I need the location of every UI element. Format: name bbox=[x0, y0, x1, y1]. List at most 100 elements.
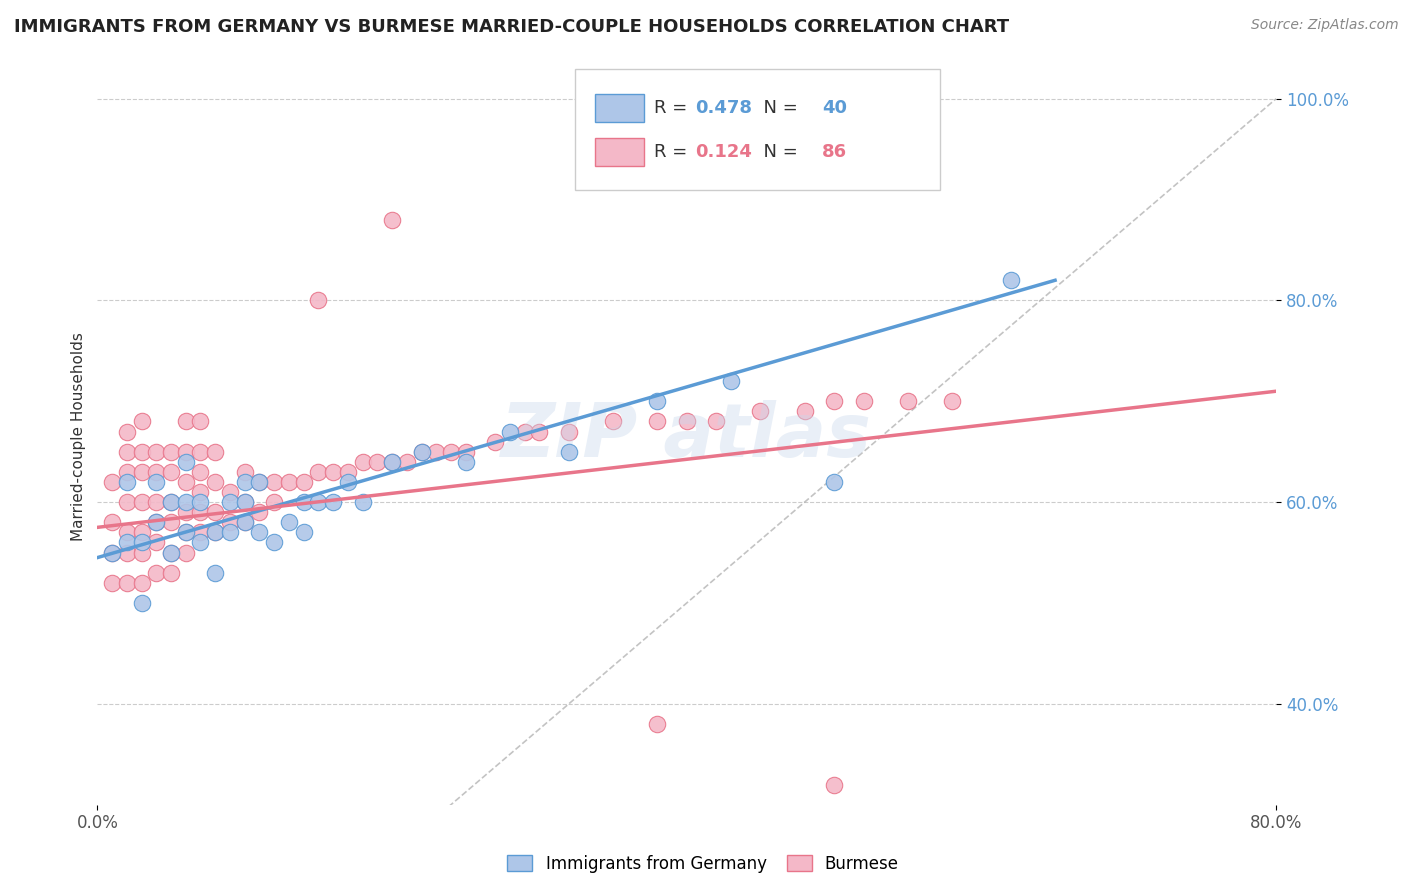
Point bbox=[131, 525, 153, 540]
Point bbox=[190, 495, 212, 509]
Point bbox=[115, 525, 138, 540]
Point bbox=[219, 495, 242, 509]
Point bbox=[381, 212, 404, 227]
Point bbox=[395, 455, 418, 469]
Point bbox=[749, 404, 772, 418]
Point bbox=[263, 475, 285, 489]
Point bbox=[366, 455, 388, 469]
Point bbox=[307, 293, 329, 308]
Point bbox=[174, 475, 197, 489]
Text: ZIP atlas: ZIP atlas bbox=[502, 401, 872, 473]
Point bbox=[174, 545, 197, 559]
Point bbox=[160, 566, 183, 580]
Point bbox=[115, 545, 138, 559]
Point bbox=[115, 495, 138, 509]
Point bbox=[219, 485, 242, 500]
Point bbox=[336, 475, 359, 489]
Point bbox=[190, 525, 212, 540]
Point bbox=[145, 495, 167, 509]
Point bbox=[204, 475, 226, 489]
Point bbox=[307, 465, 329, 479]
Point bbox=[145, 465, 167, 479]
Point bbox=[233, 495, 256, 509]
Point bbox=[145, 516, 167, 530]
Point bbox=[190, 444, 212, 458]
Point bbox=[823, 475, 845, 489]
Point bbox=[160, 495, 183, 509]
Point bbox=[174, 505, 197, 519]
Point bbox=[115, 575, 138, 590]
Point bbox=[499, 425, 522, 439]
Point bbox=[101, 575, 124, 590]
Point bbox=[131, 444, 153, 458]
Text: 0.478: 0.478 bbox=[695, 98, 752, 117]
Point bbox=[131, 415, 153, 429]
Point bbox=[145, 444, 167, 458]
Point bbox=[204, 444, 226, 458]
Point bbox=[204, 505, 226, 519]
Point bbox=[160, 465, 183, 479]
Point bbox=[101, 516, 124, 530]
Point bbox=[558, 444, 581, 458]
Point bbox=[277, 475, 299, 489]
Text: 86: 86 bbox=[823, 143, 848, 161]
Point bbox=[897, 394, 920, 409]
Point bbox=[292, 475, 315, 489]
Legend: Immigrants from Germany, Burmese: Immigrants from Germany, Burmese bbox=[501, 848, 905, 880]
Point bbox=[233, 516, 256, 530]
FancyBboxPatch shape bbox=[575, 69, 941, 190]
Point bbox=[174, 525, 197, 540]
Point bbox=[249, 505, 271, 519]
Text: N =: N = bbox=[752, 143, 797, 161]
Point bbox=[115, 475, 138, 489]
FancyBboxPatch shape bbox=[595, 94, 644, 121]
Point bbox=[174, 525, 197, 540]
Point bbox=[941, 394, 963, 409]
Point bbox=[204, 566, 226, 580]
Point bbox=[131, 495, 153, 509]
Point bbox=[233, 516, 256, 530]
Point bbox=[190, 485, 212, 500]
Point bbox=[513, 425, 536, 439]
Point bbox=[115, 444, 138, 458]
Point bbox=[131, 535, 153, 549]
Point bbox=[190, 505, 212, 519]
Point bbox=[160, 545, 183, 559]
Text: N =: N = bbox=[752, 98, 797, 117]
Point bbox=[160, 545, 183, 559]
Point bbox=[131, 596, 153, 610]
Point bbox=[131, 545, 153, 559]
Text: R =: R = bbox=[654, 98, 693, 117]
Point bbox=[352, 455, 374, 469]
Point bbox=[115, 465, 138, 479]
Point bbox=[160, 444, 183, 458]
Point bbox=[219, 516, 242, 530]
Text: 40: 40 bbox=[823, 98, 848, 117]
Point bbox=[440, 444, 463, 458]
Point bbox=[174, 415, 197, 429]
Point bbox=[322, 465, 344, 479]
Point bbox=[336, 465, 359, 479]
Point bbox=[322, 495, 344, 509]
Text: R =: R = bbox=[654, 143, 693, 161]
Point bbox=[101, 475, 124, 489]
Point bbox=[823, 777, 845, 791]
Point bbox=[115, 425, 138, 439]
Point bbox=[454, 444, 477, 458]
Point bbox=[233, 475, 256, 489]
Text: IMMIGRANTS FROM GERMANY VS BURMESE MARRIED-COUPLE HOUSEHOLDS CORRELATION CHART: IMMIGRANTS FROM GERMANY VS BURMESE MARRI… bbox=[14, 18, 1010, 36]
Point bbox=[558, 425, 581, 439]
Point bbox=[645, 394, 668, 409]
Point bbox=[101, 545, 124, 559]
Point bbox=[425, 444, 447, 458]
Point bbox=[645, 415, 668, 429]
Point bbox=[174, 444, 197, 458]
Point bbox=[249, 475, 271, 489]
Point bbox=[263, 535, 285, 549]
Y-axis label: Married-couple Households: Married-couple Households bbox=[72, 332, 86, 541]
Point bbox=[190, 535, 212, 549]
FancyBboxPatch shape bbox=[595, 137, 644, 166]
Point bbox=[1000, 273, 1022, 287]
Point bbox=[160, 516, 183, 530]
Point bbox=[263, 495, 285, 509]
